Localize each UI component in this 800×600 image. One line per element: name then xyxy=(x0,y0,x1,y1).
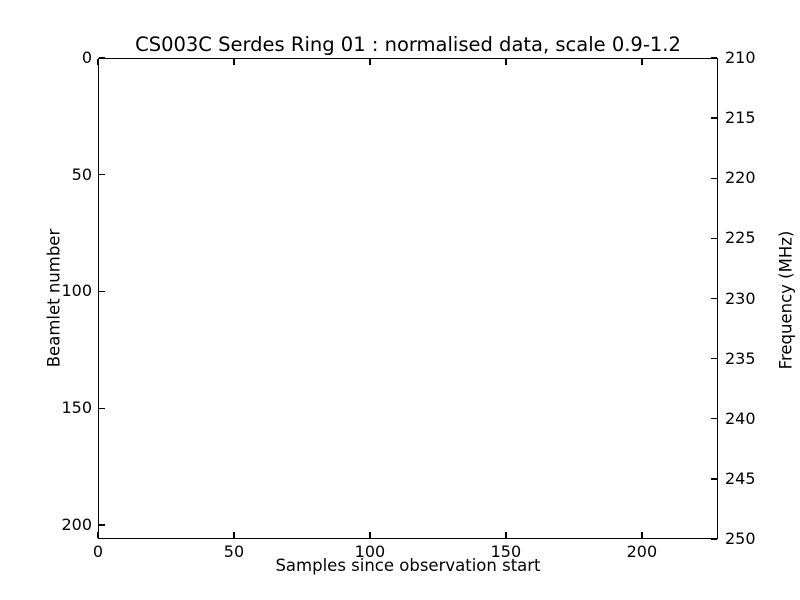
x-tick-mark-top xyxy=(233,59,235,66)
y-tick-mark-right xyxy=(710,357,717,360)
x-tick-mark-bottom xyxy=(505,531,507,538)
y-tick-label-left: 0 xyxy=(81,48,92,67)
y-axis-label-right: Frequency (MHz) xyxy=(776,230,796,370)
y-tick-mark-right xyxy=(710,57,717,59)
x-tick-mark-bottom xyxy=(97,531,99,538)
x-tick-mark-bottom xyxy=(369,531,371,538)
x-tick-mark-bottom xyxy=(233,531,235,538)
y-tick-label-left: 100 xyxy=(61,281,92,301)
chart-title: CS003C Serdes Ring 01 : normalised data,… xyxy=(135,33,681,56)
plot-area xyxy=(98,58,718,539)
y-tick-mark-right xyxy=(710,237,717,240)
y-tick-label-left: 200 xyxy=(61,514,92,534)
y-tick-label-right: 235 xyxy=(725,348,756,368)
y-tick-mark-left xyxy=(99,290,106,293)
y-tick-mark-right xyxy=(710,418,717,420)
y-tick-mark-left xyxy=(99,57,106,59)
x-tick-mark-top xyxy=(369,59,371,66)
x-tick-label: 50 xyxy=(223,542,245,561)
y-tick-mark-left xyxy=(99,524,106,526)
y-tick-label-right: 210 xyxy=(725,48,756,67)
x-tick-label: 150 xyxy=(490,542,522,561)
y-tick-mark-right xyxy=(710,117,717,119)
x-tick-mark-top xyxy=(505,59,507,66)
y-tick-label-right: 240 xyxy=(725,408,756,428)
x-axis-label: Samples since observation start xyxy=(275,556,541,575)
y-tick-label-right: 220 xyxy=(725,168,756,188)
y-tick-label-left: 50 xyxy=(71,164,92,184)
y-axis-label-left: Beamlet number xyxy=(44,228,64,368)
x-tick-label: 0 xyxy=(92,542,104,561)
x-tick-mark-bottom xyxy=(641,531,643,538)
y-tick-label-right: 250 xyxy=(725,529,756,548)
y-tick-label-right: 215 xyxy=(725,108,756,128)
y-tick-mark-right xyxy=(710,177,717,179)
y-tick-mark-right xyxy=(710,297,717,300)
x-tick-label: 200 xyxy=(626,542,658,561)
x-tick-mark-top xyxy=(97,59,99,66)
y-tick-mark-right xyxy=(710,538,717,540)
x-tick-label: 100 xyxy=(354,542,386,561)
y-tick-label-left: 150 xyxy=(61,398,92,418)
y-tick-label-right: 230 xyxy=(725,288,756,308)
y-tick-label-right: 245 xyxy=(725,468,756,488)
x-tick-mark-top xyxy=(641,59,643,66)
y-tick-label-right: 225 xyxy=(725,228,756,248)
y-tick-mark-left xyxy=(99,174,106,176)
y-tick-mark-right xyxy=(710,478,717,480)
y-tick-mark-left xyxy=(99,407,106,409)
